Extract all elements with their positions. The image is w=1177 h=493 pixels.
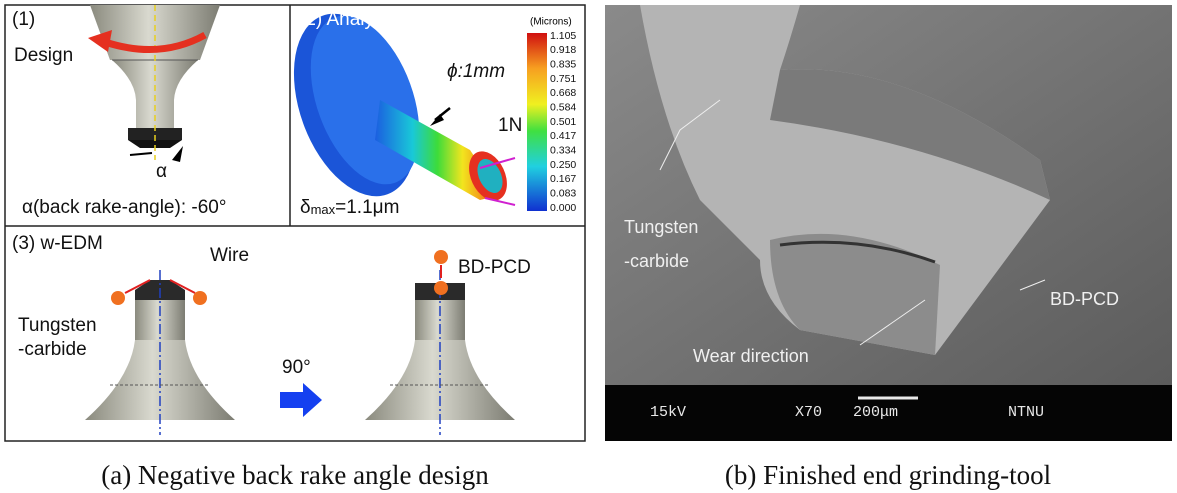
caption: (a) Negative back rake angle design — [101, 460, 489, 490]
delta-value: =1.1μm — [335, 197, 399, 218]
colorbar-label: 0.835 — [550, 58, 576, 70]
lab: NTNU — [1008, 404, 1044, 421]
colorbar-label: 0.751 — [550, 73, 576, 85]
diameter-label: ϕ:1mm — [447, 61, 505, 82]
analysis-title: (2) Analysis — [299, 9, 397, 30]
voltage: 15kV — [650, 404, 686, 421]
colorbar-label: 0.668 — [550, 87, 576, 99]
colorbar-label: 0.167 — [550, 173, 576, 185]
wire-label: Wire — [210, 245, 249, 266]
tungsten-label: Tungsten — [624, 217, 698, 237]
wedm-title: (3) w-EDM — [12, 233, 103, 254]
delta-symbol: δ — [300, 197, 311, 218]
alpha-label: α — [156, 161, 167, 182]
unit-label: (Microns) — [530, 17, 572, 28]
bd-pcd-label: BD-PCD — [1050, 289, 1119, 309]
colorbar-label: 0.250 — [550, 159, 576, 171]
tungsten-label: -carbide — [18, 339, 87, 360]
colorbar-label: 0.501 — [550, 116, 576, 128]
design-label: Design — [14, 45, 73, 66]
scale-bar-label: 200μm — [853, 404, 898, 421]
bd-pcd-label: BD-PCD — [458, 257, 531, 278]
panel-number: (1) — [12, 9, 35, 30]
fea-model — [271, 0, 584, 225]
colorbar-label: 0.000 — [550, 202, 576, 214]
wear-label: Wear direction — [693, 346, 809, 366]
colorbar-label: 0.584 — [550, 101, 576, 113]
tungsten-label: -carbide — [624, 251, 689, 271]
colorbar-label: 0.334 — [550, 144, 576, 156]
force-label: 1N — [498, 115, 522, 136]
rake-angle-label: α(back rake-angle): -60° — [22, 197, 226, 218]
colorbar-label: 0.083 — [550, 187, 576, 199]
caption: (b) Finished end grinding-tool — [725, 460, 1051, 490]
delta-sub: max — [311, 202, 336, 217]
colorbar-label: 0.918 — [550, 44, 576, 56]
colorbar-label: 0.417 — [550, 130, 576, 142]
rotation-label: 90° — [282, 357, 311, 378]
colorbar-label: 1.105 — [550, 30, 576, 42]
tungsten-label: Tungsten — [18, 315, 97, 336]
figure: (1) Design α α(back rake-angle): -60° (2… — [0, 0, 1177, 493]
magnification: X70 — [795, 404, 822, 421]
